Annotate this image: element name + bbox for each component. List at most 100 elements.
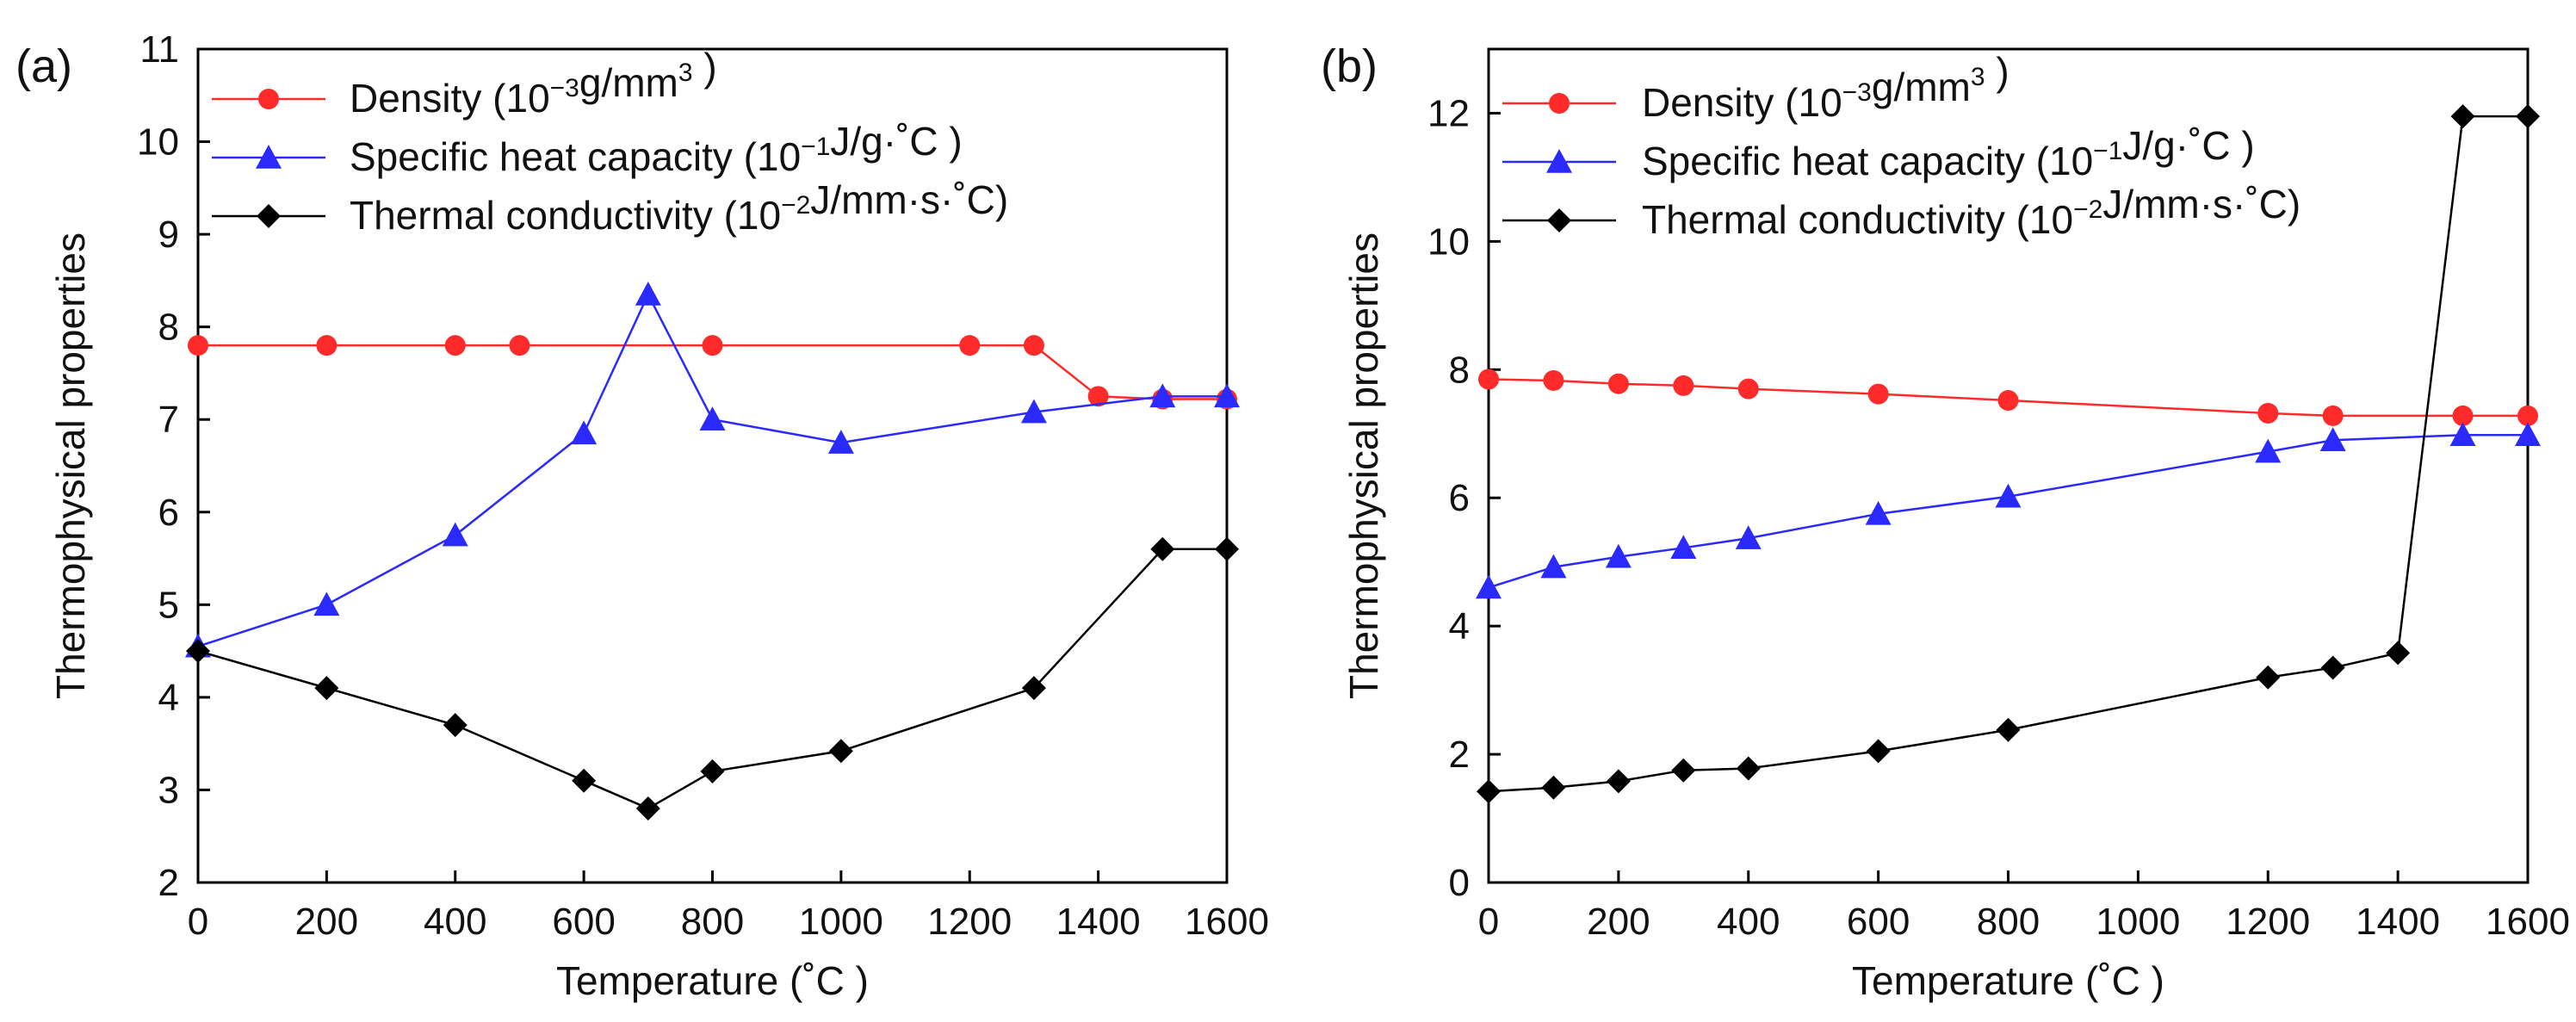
- data-point: [1020, 399, 1047, 424]
- y-tick-label: 11: [139, 28, 179, 71]
- y-tick-label: 10: [1427, 220, 1470, 263]
- data-point: [313, 592, 340, 616]
- x-tick-label: 800: [1977, 901, 2040, 943]
- y-tick-label: 4: [1449, 605, 1470, 647]
- x-axis-label: Temperature (˚C ): [1852, 958, 2164, 1003]
- data-point: [635, 282, 661, 306]
- x-tick-label: 1200: [2226, 901, 2310, 943]
- series-density: [188, 335, 1237, 410]
- series-thermal-conductivity: [186, 536, 1239, 821]
- data-point: [314, 676, 339, 701]
- data-point: [2516, 104, 2540, 129]
- x-tick-label: 800: [681, 901, 744, 943]
- data-point: [959, 335, 981, 356]
- data-point: [1737, 378, 1759, 400]
- y-tick-label: 2: [1449, 734, 1470, 776]
- data-point: [316, 335, 337, 356]
- data-point: [1021, 676, 1046, 701]
- legend-label: Density (10−3g/mm3 ): [1642, 49, 2009, 125]
- data-point: [2452, 405, 2474, 426]
- data-point: [2319, 427, 2346, 451]
- data-point: [1606, 769, 1631, 794]
- y-tick-label: 2: [158, 862, 179, 904]
- panel-label: (a): [15, 40, 72, 92]
- data-point: [1149, 383, 1176, 408]
- data-point: [2256, 665, 2281, 690]
- legend-marker: [258, 89, 279, 109]
- y-tick-label: 3: [158, 769, 179, 811]
- x-axis-label: Temperature (˚C ): [556, 958, 869, 1003]
- data-point: [1215, 536, 1239, 561]
- data-point: [1605, 543, 1632, 568]
- data-point: [186, 639, 210, 664]
- x-tick-label: 600: [552, 901, 615, 943]
- data-point: [1996, 717, 2021, 742]
- data-point: [699, 406, 726, 430]
- legend-label: Thermal conductivity (10−2J/mm·s·˚C): [350, 177, 1008, 238]
- data-point: [2515, 422, 2541, 447]
- legend: Density (10−3g/mm3 )Specific heat capaci…: [1502, 49, 2300, 242]
- x-tick-label: 0: [1478, 901, 1499, 943]
- data-point: [509, 335, 530, 356]
- chart-panel-b: 0 200 400 600 800 1000 1200 1400 1600 0 2 4 6 8 10 12 Te…: [1288, 0, 2576, 1022]
- data-point: [2449, 422, 2476, 447]
- series-line: [197, 548, 1227, 810]
- data-point: [1865, 500, 1892, 525]
- legend-marker: [1547, 208, 1571, 232]
- data-point: [1543, 369, 1564, 391]
- data-point: [1997, 390, 2019, 412]
- series-line: [1488, 434, 2528, 589]
- x-tick-label: 200: [1587, 901, 1650, 943]
- panel-label: (b): [1321, 40, 1378, 92]
- series-line: [197, 292, 1227, 647]
- series-thermal-conductivity: [1477, 104, 2540, 804]
- legend-label: Specific heat capacity (10−1J/g·˚C ): [350, 119, 963, 179]
- legend-marker: [257, 204, 281, 228]
- chart-b: 0 200 400 600 800 1000 1200 1400 1600 0 2 4 6 8 10 12 Te…: [1321, 40, 2570, 1003]
- y-tick-label: 7: [158, 399, 179, 441]
- data-point: [1673, 375, 1694, 396]
- x-tick-label: 400: [1717, 901, 1780, 943]
- data-point: [1477, 779, 1501, 804]
- data-point: [1995, 483, 2022, 508]
- data-point: [1607, 373, 1629, 394]
- legend-label: Specific heat capacity (10−1J/g·˚C ): [1642, 123, 2255, 183]
- data-point: [2255, 438, 2282, 463]
- data-point: [700, 759, 725, 784]
- y-tick-label: 8: [1449, 349, 1470, 391]
- data-point: [1670, 535, 1697, 560]
- data-point: [2320, 655, 2345, 680]
- x-tick-label: 600: [1847, 901, 1910, 943]
- x-tick-label: 1000: [799, 901, 883, 943]
- data-point: [828, 739, 853, 764]
- x-tick-label: 1200: [927, 901, 1012, 943]
- data-point: [635, 796, 660, 821]
- data-point: [827, 430, 854, 454]
- y-tick-label: 4: [158, 677, 179, 719]
- legend-label: Thermal conductivity (10−2J/mm·s·˚C): [1642, 182, 2300, 242]
- data-point: [2322, 405, 2344, 426]
- legend-marker: [1549, 93, 1570, 114]
- legend-marker: [1546, 149, 1572, 173]
- data-point: [572, 768, 597, 793]
- data-point: [444, 335, 466, 356]
- data-point: [1866, 739, 1891, 764]
- data-point: [2450, 104, 2475, 129]
- data-point: [1478, 369, 1499, 390]
- data-point: [2257, 402, 2279, 424]
- data-point: [1541, 775, 1566, 800]
- legend: Density (10−3g/mm3 )Specific heat capaci…: [212, 45, 1008, 238]
- data-point: [2517, 405, 2538, 426]
- y-tick-label: 10: [137, 121, 179, 164]
- x-tick-label: 1400: [2356, 901, 2440, 943]
- series-line: [198, 344, 1227, 400]
- data-point: [1023, 335, 1044, 356]
- x-tick-label: 200: [295, 901, 358, 943]
- y-tick-label: 0: [1449, 862, 1470, 904]
- y-tick-label: 12: [1427, 92, 1470, 134]
- data-point: [188, 335, 208, 356]
- data-point: [702, 335, 723, 356]
- data-point: [1540, 554, 1567, 579]
- y-axis-label: Thermophysical properties: [48, 232, 93, 699]
- y-tick-label: 6: [1449, 477, 1470, 519]
